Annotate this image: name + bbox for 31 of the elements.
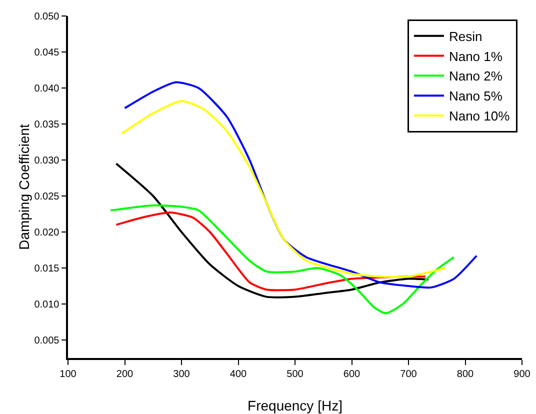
x-tick-label: 600 bbox=[343, 368, 361, 380]
y-tick-label: 0.015 bbox=[34, 264, 60, 274]
x-tick-label: 700 bbox=[400, 368, 418, 380]
y-tick-label: 0.010 bbox=[34, 300, 60, 310]
y-axis-title: Damping Coefficient bbox=[16, 124, 32, 250]
y-tick-label: 0.045 bbox=[34, 48, 60, 58]
legend-label: Nano 2% bbox=[448, 68, 503, 84]
y-tick-label: 0.030 bbox=[34, 156, 60, 166]
legend-label: Resin bbox=[448, 28, 482, 44]
line-series bbox=[124, 81, 478, 289]
y-tick-label: 0.020 bbox=[34, 228, 60, 238]
x-tick-label: 300 bbox=[173, 368, 190, 380]
line-series bbox=[110, 204, 455, 314]
x-axis-title: Frequency [Hz] bbox=[248, 398, 342, 414]
legend-label: Nano 10% bbox=[448, 108, 510, 124]
y-tick-label: 0.050 bbox=[34, 12, 60, 22]
x-tick-label: 400 bbox=[230, 368, 248, 380]
x-tick-label: 100 bbox=[60, 368, 77, 380]
x-tick-label: 900 bbox=[514, 368, 531, 380]
legend-label: Nano 1% bbox=[448, 48, 503, 64]
legend-label: Nano 5% bbox=[448, 88, 503, 104]
y-tick-label: 0.035 bbox=[34, 120, 60, 130]
y-tick-label: 0.005 bbox=[34, 336, 60, 346]
line-series bbox=[120, 100, 446, 278]
x-tick-label: 500 bbox=[286, 368, 304, 380]
y-tick-label: 0.025 bbox=[34, 192, 60, 202]
line-series bbox=[115, 212, 427, 292]
line-series bbox=[115, 162, 430, 298]
x-tick-label: 200 bbox=[116, 368, 134, 380]
y-tick-label: 0.040 bbox=[34, 84, 60, 94]
x-tick-label: 800 bbox=[456, 368, 474, 380]
